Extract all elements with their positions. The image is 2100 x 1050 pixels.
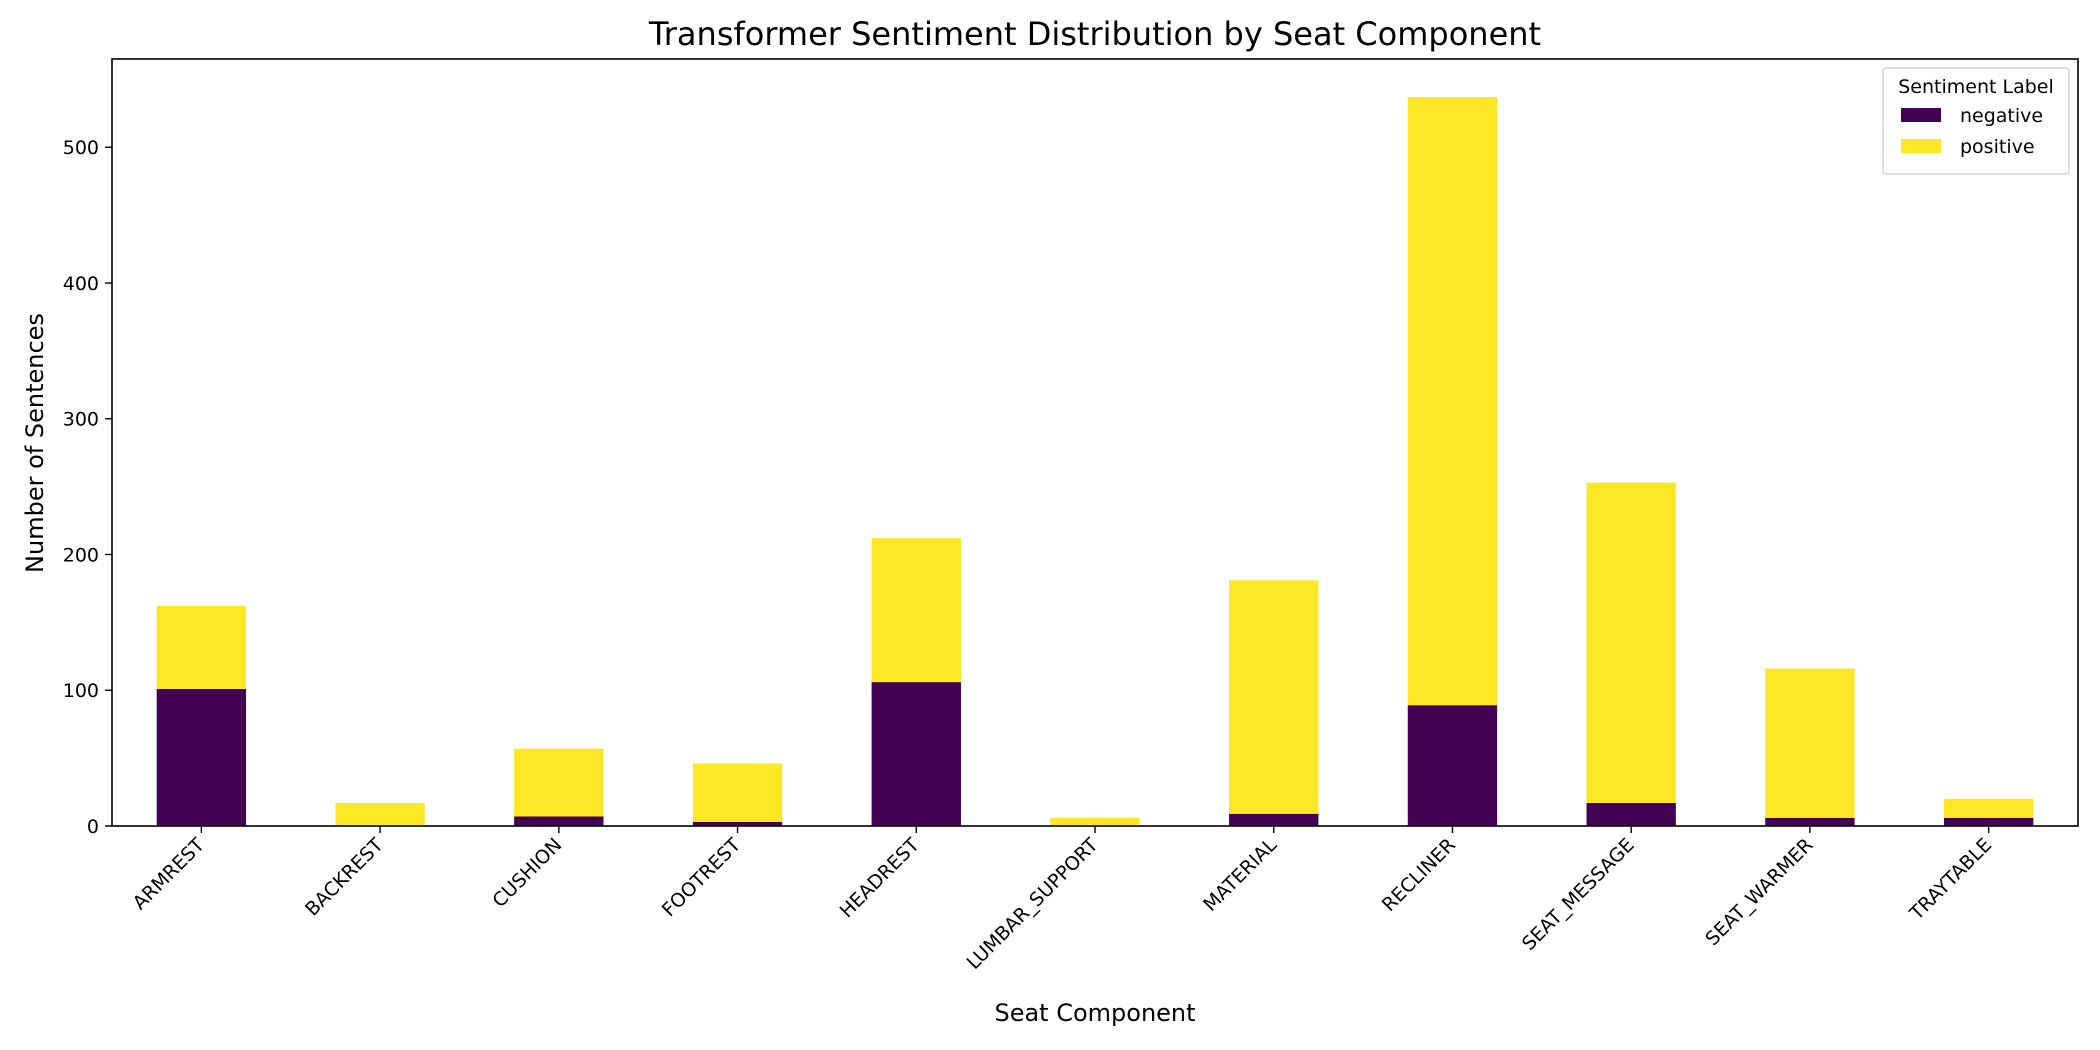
x-tick-label-backrest: BACKREST: [301, 834, 388, 921]
y-tick-label: 400: [63, 273, 99, 295]
bar-recliner-positive: [1407, 97, 1498, 706]
x-tick-label-traytable: TRAYTABLE: [1905, 834, 1996, 925]
legend-swatch-positive: [1901, 139, 1941, 153]
legend: Sentiment Label negative positive: [1882, 67, 2070, 175]
bar-cushion-negative: [514, 816, 604, 826]
y-tick-label: 500: [63, 137, 99, 159]
bar-lumbar-support-positive: [1050, 817, 1140, 826]
bar-traytable-negative: [1943, 817, 2034, 826]
bar-seat-warmer-positive: [1765, 668, 1855, 818]
bar-recliner-negative: [1407, 705, 1498, 826]
bar-seat-message-negative: [1586, 802, 1676, 826]
x-tick-label-headrest: HEADREST: [836, 834, 925, 923]
x-tick-label-footrest: FOOTREST: [658, 834, 745, 921]
x-tick-label-recliner: RECLINER: [1378, 834, 1460, 916]
y-tick-label: 0: [87, 816, 99, 838]
bar-footrest-negative: [692, 821, 783, 826]
bar-headrest-positive: [871, 538, 961, 683]
axes-group: 0 100 200 300 400 500 ARMREST BACKREST CUSHION FO…: [63, 58, 2079, 974]
bar-seat-warmer-negative: [1765, 817, 1855, 826]
legend-swatch-negative: [1901, 108, 1941, 122]
bar-headrest-negative: [871, 682, 961, 826]
x-axis-title: Seat Component: [994, 999, 1195, 1027]
bar-armrest-positive: [156, 606, 247, 689]
x-tick-label-lumbar-support: LUMBAR_SUPPORT: [963, 834, 1103, 974]
bar-backrest-positive: [335, 802, 425, 826]
x-tick-label-cushion: CUSHION: [488, 834, 566, 912]
x-tick-label-armrest: ARMREST: [129, 834, 210, 915]
y-tick-label: 300: [63, 409, 99, 431]
legend-title: Sentiment Label: [1898, 76, 2054, 98]
bar-seat-message-positive: [1586, 482, 1676, 803]
bar-traytable-positive: [1943, 798, 2034, 818]
x-tick-label-seat-warmer: SEAT_WARMER: [1701, 834, 1817, 950]
bar-footrest-positive: [692, 763, 783, 822]
bar-cushion-positive: [514, 748, 604, 817]
bar-material-positive: [1229, 580, 1319, 814]
chart-title: Transformer Sentiment Distribution by Se…: [648, 15, 1541, 53]
y-tick-label: 200: [63, 544, 99, 566]
legend-label-positive: positive: [1960, 136, 2035, 158]
bar-material-negative: [1229, 813, 1319, 826]
legend-label-negative: negative: [1960, 105, 2043, 127]
y-axis-title: Number of Sentences: [21, 313, 49, 573]
bar-armrest-negative: [156, 688, 247, 826]
bars-group: [156, 97, 2034, 826]
x-tick-label-material: MATERIAL: [1199, 834, 1281, 916]
y-tick-label: 100: [63, 680, 99, 702]
x-tick-label-seat-message: SEAT_MESSAGE: [1518, 834, 1639, 955]
